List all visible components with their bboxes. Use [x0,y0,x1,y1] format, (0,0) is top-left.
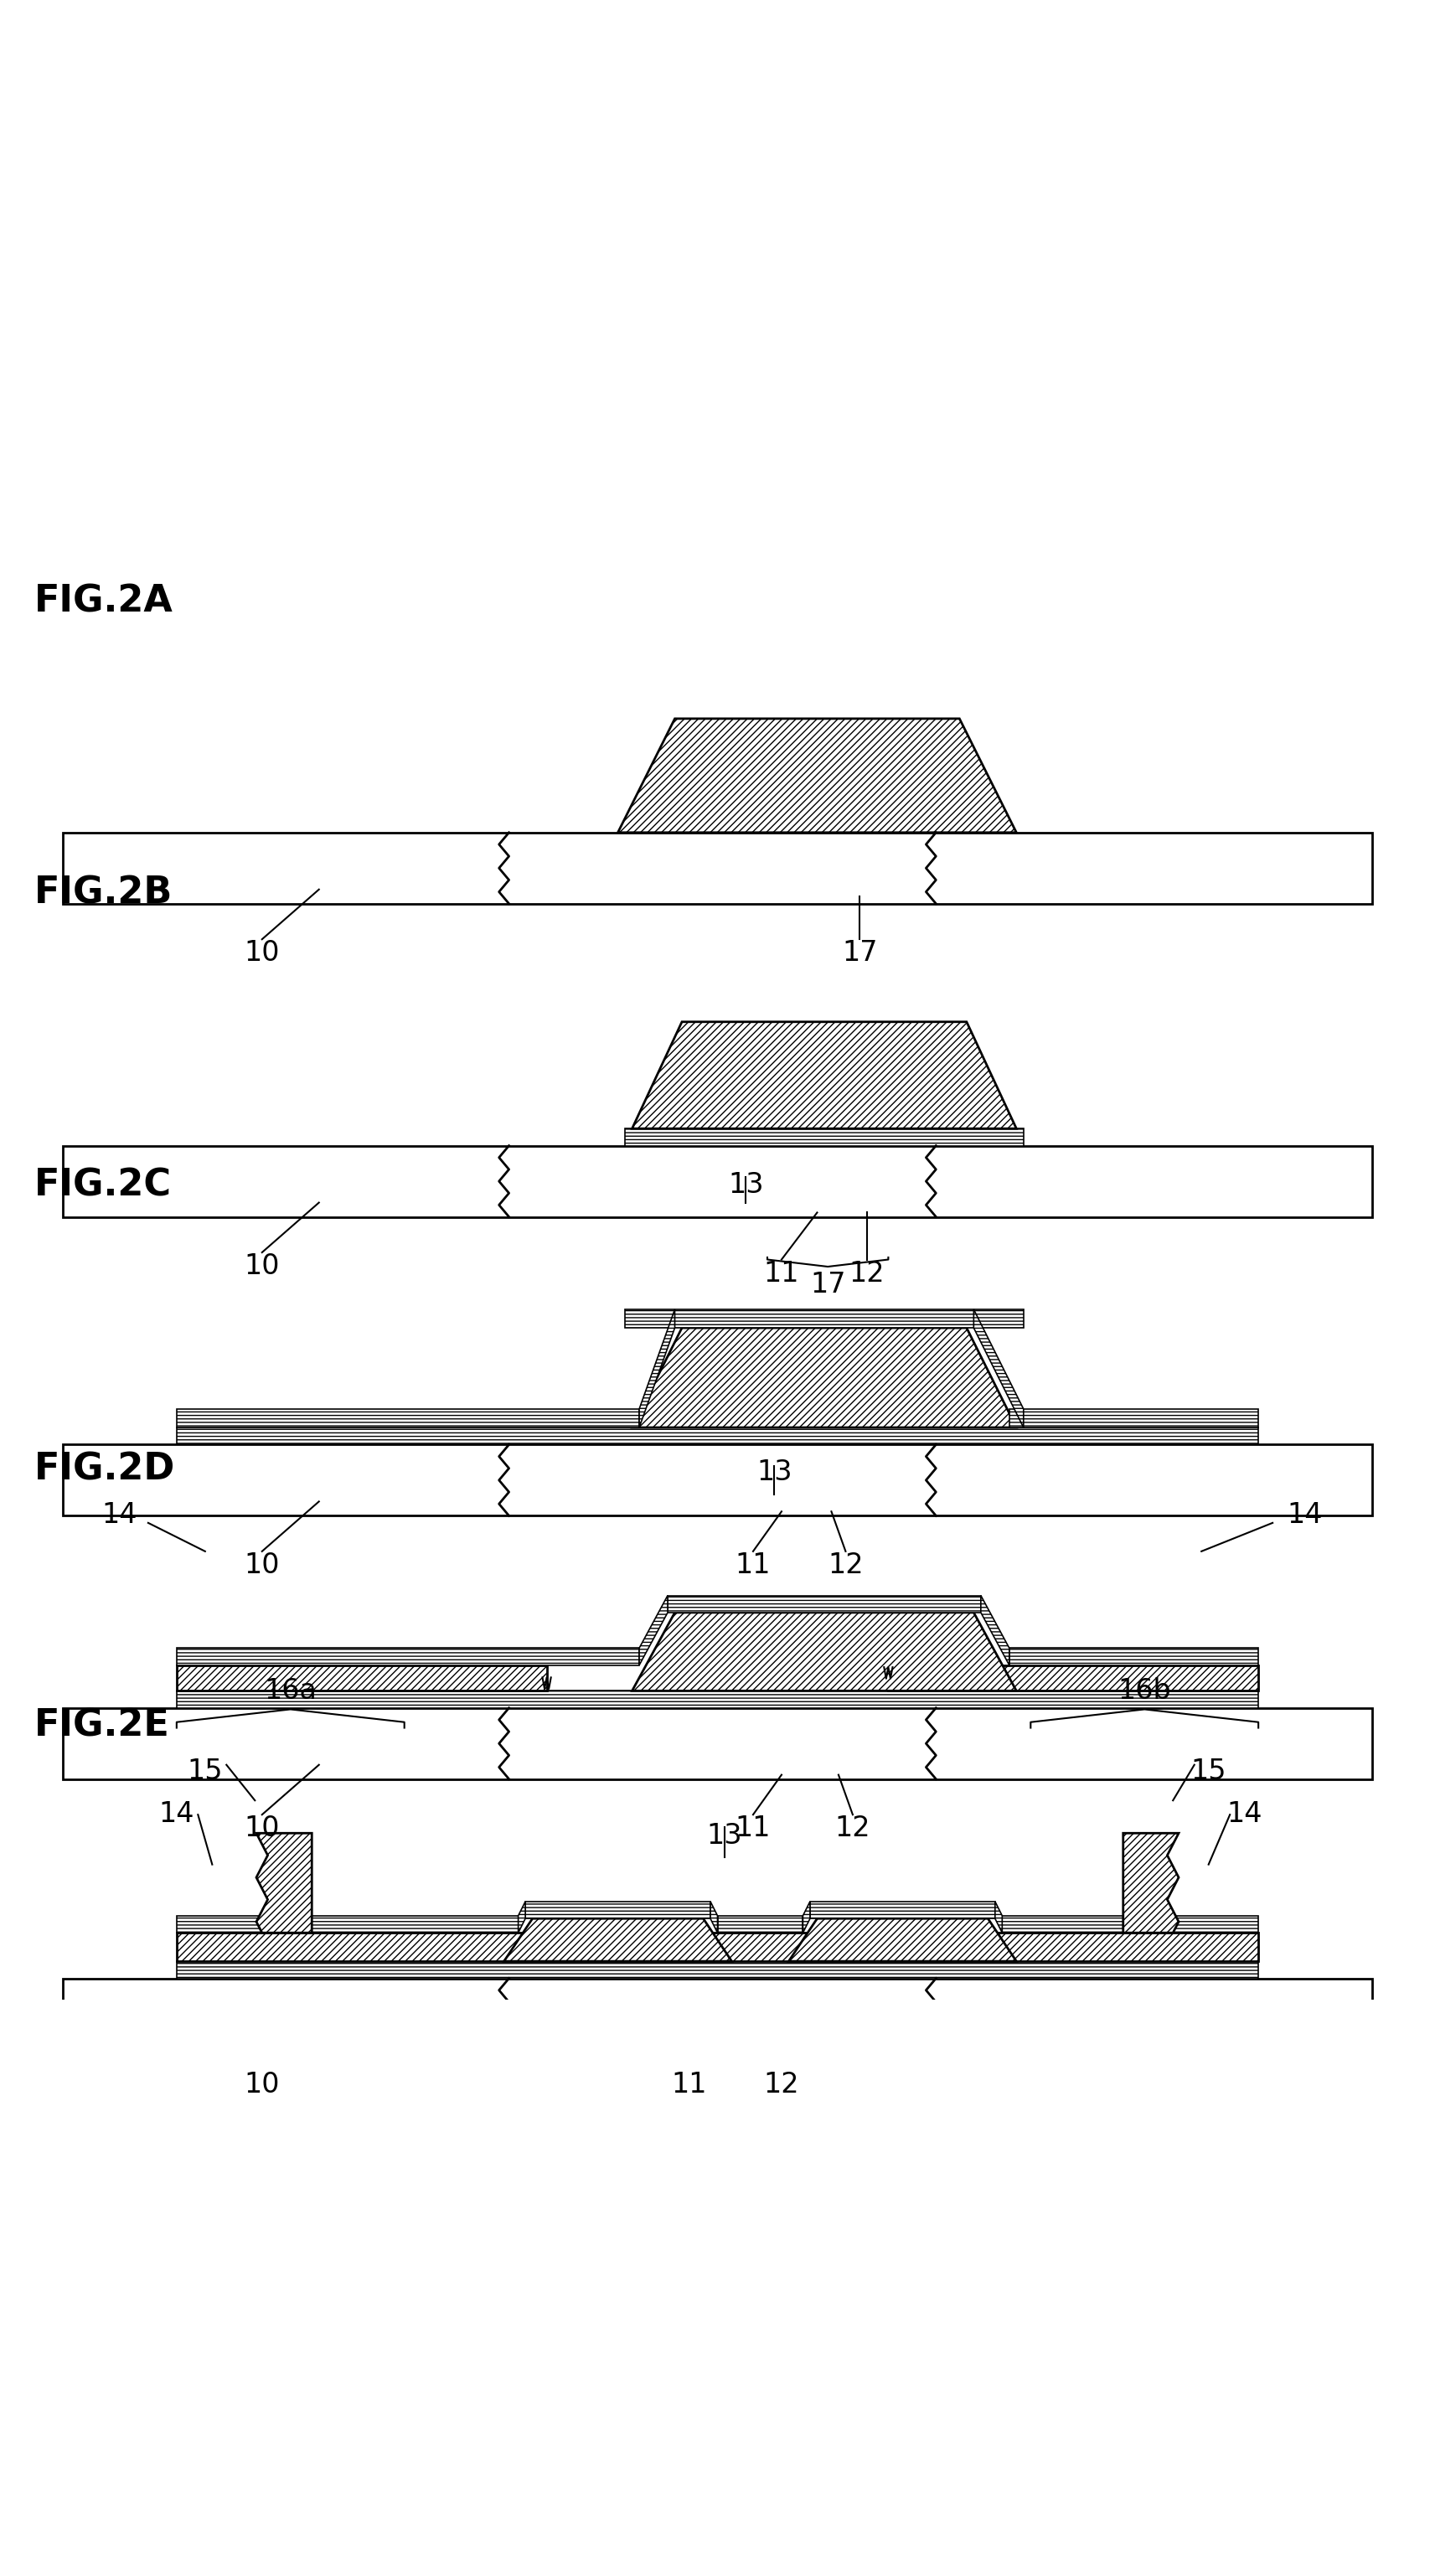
Text: 12: 12 [850,1260,885,1288]
Polygon shape [639,1309,674,1427]
Text: 16b: 16b [1118,1677,1171,1705]
Text: 13: 13 [728,1172,763,1198]
Text: 14: 14 [1287,1502,1323,1530]
Polygon shape [718,1917,804,1932]
Polygon shape [177,1664,547,1690]
Text: 12: 12 [828,1551,864,1579]
Text: 16a: 16a [264,1677,317,1705]
Polygon shape [177,1960,1258,1978]
Text: 11: 11 [672,2071,707,2099]
Text: 11: 11 [735,1814,771,1842]
Text: 10: 10 [244,1814,280,1842]
Text: 13: 13 [707,1821,742,1850]
Polygon shape [177,1649,639,1664]
Text: 11: 11 [735,1551,771,1579]
Polygon shape [994,1901,1002,1932]
Polygon shape [667,1595,982,1613]
Polygon shape [63,832,1372,904]
Polygon shape [1002,1917,1258,1932]
Text: 17: 17 [842,940,878,966]
Polygon shape [789,1919,1016,1960]
Text: 14: 14 [102,1502,138,1530]
Polygon shape [626,1128,1023,1146]
Text: 10: 10 [244,2071,280,2099]
Polygon shape [504,1919,732,1960]
Polygon shape [804,1901,809,1932]
Polygon shape [518,1901,525,1932]
Polygon shape [63,1708,1372,1780]
Text: 13: 13 [756,1458,792,1486]
Polygon shape [809,1901,994,1919]
Text: 12: 12 [835,1814,871,1842]
Text: 10: 10 [244,1252,280,1280]
Text: FIG.2D: FIG.2D [34,1453,175,1489]
Polygon shape [63,1146,1372,1216]
Text: 10: 10 [244,940,280,966]
Polygon shape [1124,1834,1178,1932]
Text: FIG.2C: FIG.2C [34,1167,172,1203]
Polygon shape [710,1901,718,1932]
Polygon shape [177,1690,1258,1708]
Polygon shape [974,1309,1023,1427]
Text: 11: 11 [763,1260,799,1288]
Polygon shape [888,1664,1258,1690]
Text: FIG.2B: FIG.2B [34,876,172,912]
Text: FIG.2A: FIG.2A [34,582,174,618]
Text: 12: 12 [763,2071,799,2099]
Polygon shape [177,1917,518,1932]
Polygon shape [639,1595,667,1664]
Polygon shape [177,1427,1258,1445]
Polygon shape [631,1613,1016,1690]
Polygon shape [982,1595,1009,1664]
Polygon shape [631,1023,1016,1128]
Polygon shape [631,1327,1016,1427]
Text: 14: 14 [1227,1801,1261,1829]
Polygon shape [63,1978,1372,2050]
Text: 14: 14 [159,1801,194,1829]
Polygon shape [525,1901,710,1919]
Polygon shape [626,1309,1023,1327]
Polygon shape [1009,1649,1258,1664]
Polygon shape [1009,1409,1258,1427]
Polygon shape [257,1834,311,1932]
Polygon shape [618,719,1016,832]
Text: FIG.2E: FIG.2E [34,1708,169,1744]
Text: 15: 15 [188,1757,222,1785]
Polygon shape [177,1409,639,1427]
Text: 10: 10 [244,1551,280,1579]
Text: 15: 15 [1191,1757,1227,1785]
Polygon shape [63,1445,1372,1515]
Text: 17: 17 [809,1270,845,1298]
Polygon shape [177,1932,1258,1960]
